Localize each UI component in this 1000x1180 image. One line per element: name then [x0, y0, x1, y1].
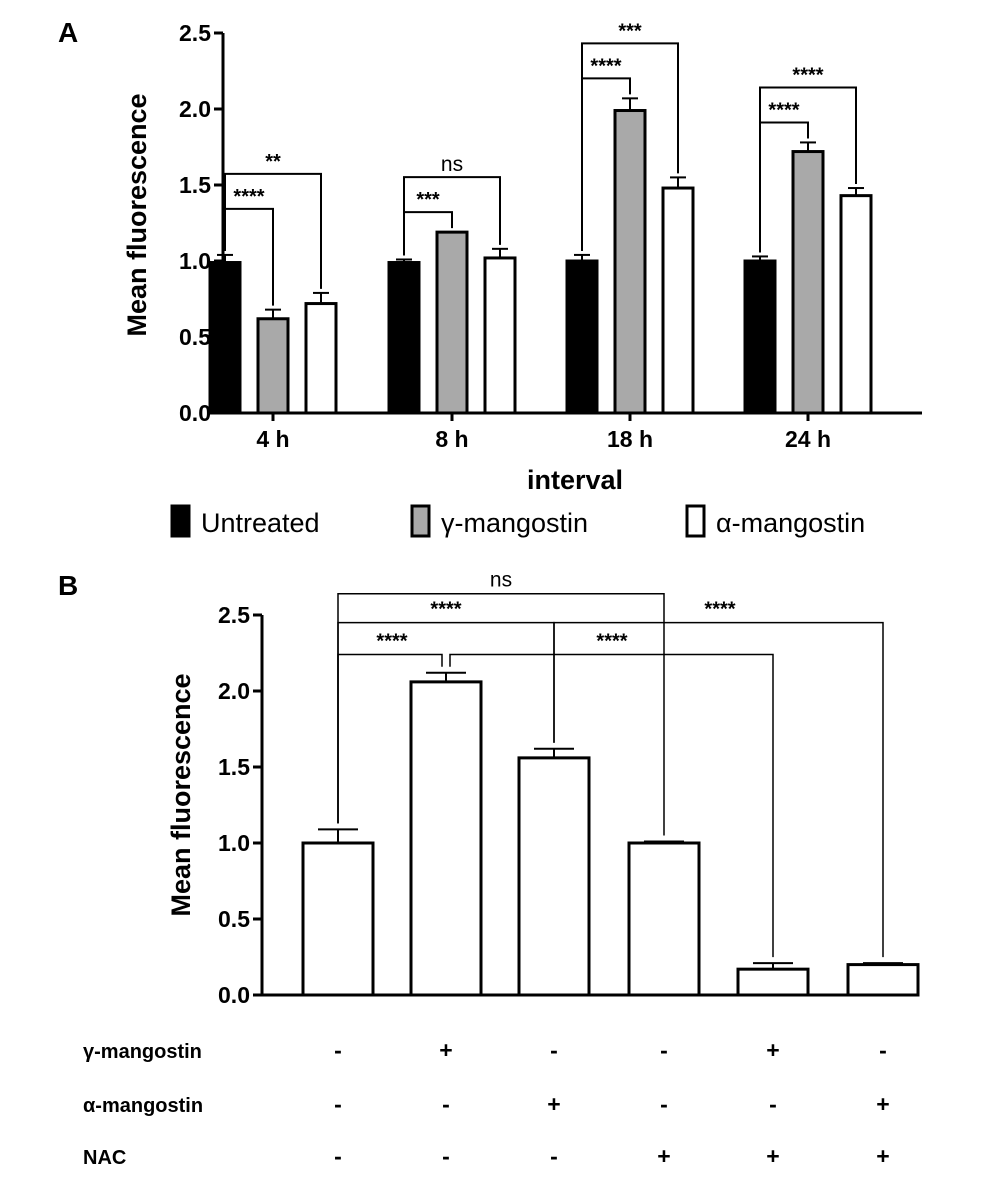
panel-b-significance-label: **** [704, 599, 735, 621]
condition-sign: + [439, 1037, 452, 1063]
panel-a-bar [387, 261, 421, 415]
panel-a-significance-label: **** [768, 99, 799, 121]
condition-sign: - [879, 1037, 887, 1063]
panel-a-significance-bracket [403, 176, 501, 256]
panel-a-significance-label: ** [265, 151, 281, 173]
panel-a-x-tick-label: 24 h [785, 426, 831, 452]
panel-a-significance-label: ns [441, 153, 463, 176]
panel-a-significance-label: *** [416, 189, 440, 211]
panel-a-significance-bracket [581, 42, 679, 251]
condition-row-label: γ-mangostin [83, 1041, 202, 1063]
panel-b-significance-bracket [449, 653, 774, 958]
condition-sign: + [657, 1143, 670, 1169]
panel-a-bar [839, 194, 873, 415]
panel-a-legend-label: α-mangostin [716, 508, 865, 538]
panel-a-legend: Untreated γ-mangostin α-mangostin [170, 504, 865, 538]
panel-a-x-axis-title: interval [527, 465, 623, 495]
panel-b-significance-label: **** [430, 599, 461, 621]
panel-a-y-tick-label: 0.0 [179, 400, 211, 426]
panel-a-bar [565, 259, 599, 415]
panel-a-bar [256, 317, 290, 415]
panel-a-y-tick-label: 2.0 [179, 96, 211, 122]
panel-a-y-tick-label: 0.5 [179, 324, 211, 350]
panel-b-bar [301, 841, 375, 997]
panel-b-bar [627, 841, 701, 997]
condition-sign: - [442, 1091, 450, 1117]
panel-a-chart: Mean fluorescence interval 0.0 0.5 1.0 1.5 2… [122, 20, 922, 495]
panel-a-bar [304, 302, 338, 415]
panel-b-chart: Mean fluorescence 0.0 0.5 1.0 1.5 2.0 2.5 ****… [166, 569, 920, 1008]
condition-row-label: NAC [83, 1147, 126, 1169]
panel-a-bar [661, 186, 695, 415]
panel-b-bar [846, 963, 920, 997]
condition-sign: + [876, 1091, 889, 1117]
panel-a-legend-swatch [685, 504, 706, 538]
panel-a-label: A [58, 17, 78, 48]
panel-b-significance-label: ns [490, 569, 512, 592]
panel-a-significance-label: **** [792, 64, 823, 86]
panel-a-x-tick-label: 18 h [607, 426, 653, 452]
condition-sign: - [769, 1091, 777, 1117]
panel-b-y-tick-label: 1.0 [218, 830, 250, 856]
panel-a-legend-label: Untreated [201, 508, 320, 538]
panel-a-significance-label: **** [233, 186, 264, 208]
panel-b-y-tick-label: 2.5 [218, 602, 250, 628]
condition-row-label: α-mangostin [83, 1095, 203, 1117]
condition-sign: - [550, 1037, 558, 1063]
condition-sign: - [660, 1091, 668, 1117]
panel-a-significance-bracket [759, 86, 857, 253]
condition-sign: - [442, 1143, 450, 1169]
panel-a-bar [613, 109, 647, 415]
panel-a-significance-label: **** [590, 55, 621, 77]
panel-b-label: B [58, 570, 78, 601]
panel-a-bar [483, 256, 517, 415]
panel-b-condition-table: γ-mangostin - + - - + - α-mangostin - - + - - + NAC - - -… [83, 1037, 890, 1169]
panel-a-y-tick-label: 1.0 [179, 248, 211, 274]
panel-b-significance-label: **** [376, 631, 407, 653]
panel-b-y-tick-label: 2.0 [218, 678, 250, 704]
panel-a-significance-label: *** [618, 20, 642, 42]
panel-b-significance-label: **** [596, 631, 627, 653]
panel-a-legend-swatch [410, 504, 431, 538]
panel-a-y-tick-label: 1.5 [179, 172, 211, 198]
condition-sign: - [660, 1037, 668, 1063]
panel-b-y-tick-label: 1.5 [218, 754, 250, 780]
panel-b-significance-bracket [553, 621, 884, 958]
panel-a-y-axis-title: Mean fluorescence [122, 93, 152, 336]
condition-sign: + [876, 1143, 889, 1169]
panel-a-x-tick-label: 4 h [256, 426, 289, 452]
condition-sign: + [766, 1037, 779, 1063]
panel-b-bar [736, 967, 810, 997]
panel-b-significance-bracket [337, 592, 665, 836]
panel-a-bar [791, 150, 825, 415]
panel-a-bar [435, 230, 469, 415]
condition-sign: - [334, 1091, 342, 1117]
condition-sign: - [334, 1143, 342, 1169]
panel-a-bar [208, 261, 242, 415]
panel-a-bar [743, 259, 777, 415]
condition-sign: + [547, 1091, 560, 1117]
panel-a-significance-bracket [224, 172, 322, 289]
panel-b-y-tick-label: 0.0 [218, 982, 250, 1008]
panel-a-x-tick-label: 8 h [435, 426, 468, 452]
panel-a-y-tick-label: 2.5 [179, 20, 211, 46]
panel-b-y-tick-label: 0.5 [218, 906, 250, 932]
panel-a-legend-swatch [170, 504, 191, 538]
panel-b-y-axis-title: Mean fluorescence [166, 673, 196, 916]
condition-sign: + [766, 1143, 779, 1169]
panel-b-bar [517, 756, 591, 997]
panel-b-bar [409, 680, 483, 997]
panel-a-legend-label: γ-mangostin [441, 508, 588, 538]
condition-sign: - [334, 1037, 342, 1063]
condition-sign: - [550, 1143, 558, 1169]
